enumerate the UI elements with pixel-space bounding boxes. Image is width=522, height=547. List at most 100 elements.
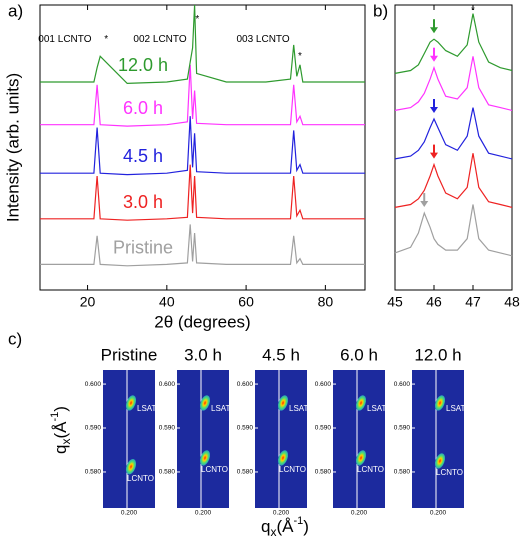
map-title: 3.0 h: [184, 345, 222, 364]
peak-blob: [277, 450, 289, 466]
x-tick-label: 60: [238, 294, 254, 310]
series-label: 6.0 h: [123, 98, 163, 118]
x-tick-label: 40: [159, 294, 175, 310]
map-x-tick-label: 0.200: [121, 510, 138, 517]
annotation: *: [471, 5, 475, 16]
map-y-tick-label: 0.580: [394, 469, 411, 476]
peak-arrow-head: [430, 55, 438, 62]
axis-title: qx(Å-1): [49, 406, 73, 454]
annotation: 001 LCNTO: [38, 34, 91, 45]
series-line: [40, 164, 365, 221]
map-y-tick-label: 0.580: [237, 469, 254, 476]
map-y-tick-label: 0.590: [394, 425, 411, 432]
map-title: 6.0 h: [340, 345, 378, 364]
axis-title-part: (Å: [51, 421, 70, 439]
series-line: [40, 116, 365, 176]
map-title: Pristine: [101, 345, 158, 364]
x-axis-title: 2θ (degrees): [154, 312, 250, 331]
map-y-tick-label: 0.600: [159, 381, 176, 388]
map-x-tick-label: 0.200: [351, 510, 368, 517]
peak-label: LSAT: [289, 404, 309, 413]
axis-title-part: -1: [49, 412, 61, 422]
axis-title-part: -1: [294, 515, 304, 527]
x-tick-label: 46: [426, 294, 442, 310]
peak-blob: [125, 395, 137, 411]
peak-label: LSAT: [367, 404, 387, 413]
peak-blob: [355, 450, 367, 466]
plot-frame: [39, 4, 366, 291]
annotation: *: [104, 34, 108, 45]
axis-title-part: x: [59, 438, 73, 444]
plot-frame: [394, 4, 513, 291]
x-tick-label: 45: [387, 294, 403, 310]
panel-label: c): [8, 329, 22, 348]
map-y-tick-label: 0.600: [85, 381, 102, 388]
map-y-tick-label: 0.580: [85, 469, 102, 476]
peak-label: LCNTO: [279, 465, 306, 474]
y-axis-title: Intensity (arb. units): [3, 73, 22, 222]
peak-label: LCNTO: [201, 465, 228, 474]
map-y-tick-label: 0.590: [237, 425, 254, 432]
map: [412, 370, 464, 508]
peak-blob: [199, 450, 211, 466]
axis-title-part: ): [303, 517, 309, 536]
series-line: [394, 204, 513, 257]
series-label: 4.5 h: [123, 146, 163, 166]
series-label: 3.0 h: [123, 192, 163, 212]
peak-blob: [199, 395, 211, 411]
series-line: [40, 4, 365, 85]
peak-label: LCNTO: [436, 468, 463, 477]
map: [255, 370, 307, 508]
peak-blob: [355, 395, 367, 411]
peak-arrow-head: [430, 107, 438, 113]
peak-label: LCNTO: [127, 474, 154, 483]
map-x-tick-label: 0.200: [195, 510, 212, 517]
map-y-tick-label: 0.590: [315, 425, 332, 432]
series-line: [394, 107, 513, 160]
peak-blob: [277, 395, 289, 411]
map-y-tick-label: 0.600: [237, 381, 254, 388]
axis-title-part: (Å: [277, 517, 295, 536]
map: [333, 370, 385, 508]
axis-title: qx(Å-1): [261, 515, 309, 539]
peak-arrow-head: [430, 27, 438, 34]
map: [103, 370, 155, 508]
map-y-tick-label: 0.590: [159, 425, 176, 432]
series-line: [394, 56, 513, 111]
panel-label: b): [373, 1, 388, 20]
series-line: [40, 64, 365, 127]
peak-label: LSAT: [446, 404, 466, 413]
peak-label: LSAT: [137, 404, 157, 413]
x-tick-label: 47: [465, 294, 481, 310]
peak-blob: [434, 395, 446, 411]
series-line: [394, 13, 513, 74]
peak-blob: [434, 453, 446, 469]
axis-title-part: x: [271, 525, 277, 539]
peak-label: LSAT: [211, 404, 231, 413]
x-tick-label: 20: [80, 294, 96, 310]
map-x-tick-label: 0.200: [430, 510, 447, 517]
map: [177, 370, 229, 508]
axis-title-part: q: [261, 517, 270, 536]
map-y-tick-label: 0.590: [85, 425, 102, 432]
series-label: 12.0 h: [118, 55, 168, 75]
map-y-tick-label: 0.580: [315, 469, 332, 476]
axis-title-part: q: [51, 444, 70, 453]
peak-blob: [125, 459, 137, 475]
map-title: 4.5 h: [262, 345, 300, 364]
peak-label: LCNTO: [357, 465, 384, 474]
annotation: 002 LCNTO: [133, 34, 186, 45]
panel-label: a): [8, 1, 23, 20]
x-tick-label: 80: [318, 294, 334, 310]
annotation: *: [195, 14, 199, 25]
map-y-tick-label: 0.580: [159, 469, 176, 476]
annotation: 003 LCNTO: [236, 34, 289, 45]
annotation: *: [298, 51, 302, 62]
map-y-tick-label: 0.600: [315, 381, 332, 388]
series-line: [394, 153, 513, 208]
axis-title-part: ): [51, 406, 70, 412]
map-x-tick-label: 0.200: [273, 510, 290, 517]
series-label: Pristine: [113, 237, 173, 257]
peak-arrow-head: [430, 152, 438, 159]
